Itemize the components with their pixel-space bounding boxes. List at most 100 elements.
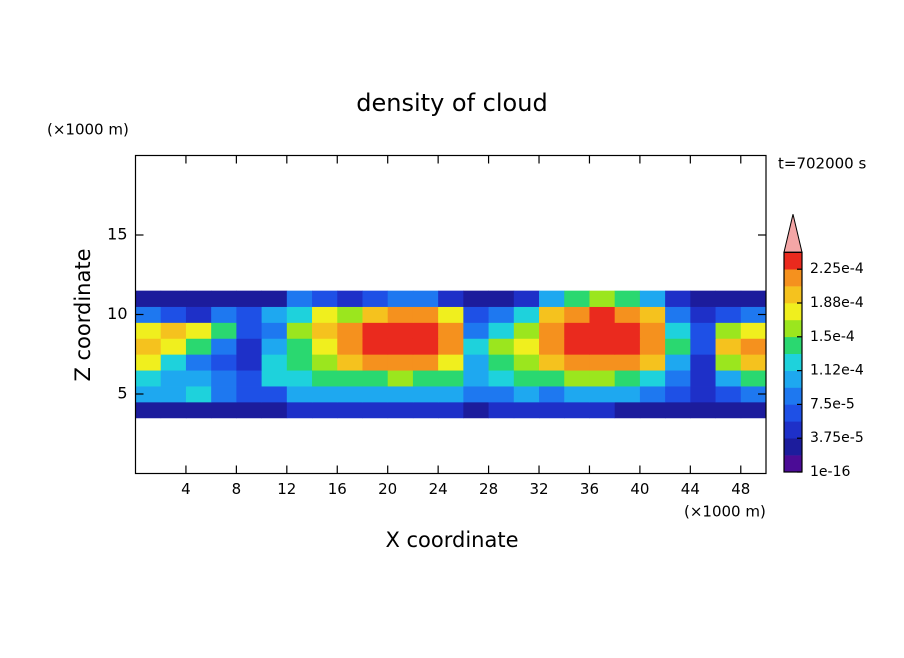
contour-cell — [412, 338, 439, 355]
contour-cell — [185, 290, 212, 307]
contour-cell — [665, 370, 691, 387]
contour-cell — [564, 401, 590, 419]
contour-cell — [740, 322, 767, 339]
contour-cell — [488, 386, 515, 403]
contour-cell — [362, 322, 389, 339]
contour-cell — [740, 290, 767, 307]
contour-cell — [690, 354, 716, 371]
contour-cell — [185, 338, 212, 355]
contour-cell — [286, 401, 313, 419]
contour-cell — [463, 322, 489, 339]
contour-cell — [539, 386, 565, 403]
contour-cell — [387, 354, 414, 371]
contour-cell — [261, 401, 288, 419]
contour-cell — [236, 290, 262, 307]
contour-cell — [614, 401, 641, 419]
contour-cell — [639, 306, 666, 323]
contour-cell — [387, 306, 414, 323]
contour-cell — [539, 338, 565, 355]
contour-cell — [513, 370, 540, 387]
x-tick-label: 48 — [731, 480, 750, 498]
contour-cell — [665, 354, 691, 371]
contour-cell — [261, 306, 288, 323]
contour-cell — [236, 306, 262, 323]
contour-cell — [135, 338, 162, 355]
contour-cell — [312, 354, 338, 371]
contour-cell — [286, 338, 313, 355]
x-tick-label: 40 — [630, 480, 649, 498]
colorbar-band — [784, 421, 802, 439]
contour-cell — [564, 354, 590, 371]
contour-cell — [639, 370, 666, 387]
contour-cell — [539, 370, 565, 387]
contour-cell — [236, 322, 262, 339]
contour-cell — [185, 386, 212, 403]
contour-cell — [564, 370, 590, 387]
contour-cell — [463, 338, 489, 355]
contour-cell — [463, 306, 489, 323]
contour-cell — [639, 386, 666, 403]
contour-cell — [185, 354, 212, 371]
colorbar-tick-label: 2.25e-4 — [810, 261, 864, 277]
contour-cell — [211, 290, 237, 307]
colorbar-band — [784, 404, 802, 422]
contour-cell — [513, 322, 540, 339]
x-tick-label: 44 — [681, 480, 700, 498]
contour-cell — [185, 322, 212, 339]
contour-cell — [539, 354, 565, 371]
contour-cell — [160, 322, 187, 339]
contour-cell — [665, 306, 691, 323]
contour-cell — [160, 354, 187, 371]
contour-cell — [589, 322, 616, 339]
contour-cell — [690, 401, 716, 419]
contour-cell — [488, 370, 515, 387]
contour-cell — [438, 306, 464, 323]
colorbar-band — [784, 370, 802, 388]
contour-cell — [589, 370, 616, 387]
contour-cell — [614, 306, 641, 323]
contour-cell — [740, 338, 767, 355]
colorbar-band — [784, 252, 802, 270]
contour-cell — [740, 401, 767, 419]
contour-cell — [614, 354, 641, 371]
contour-cell — [236, 370, 262, 387]
contour-cell — [614, 386, 641, 403]
contour-cell — [715, 322, 742, 339]
contour-cell — [387, 290, 414, 307]
contour-cell — [135, 370, 162, 387]
contour-cell — [715, 338, 742, 355]
colorbar-extension — [783, 214, 803, 253]
contour-cell — [211, 386, 237, 403]
contour-cell — [286, 322, 313, 339]
contour-cell — [564, 386, 590, 403]
contour-cell — [312, 401, 338, 419]
contour-cell — [160, 290, 187, 307]
contour-cell — [312, 370, 338, 387]
contour-cell — [438, 322, 464, 339]
contour-cell — [387, 386, 414, 403]
y-tick-label: 15 — [107, 225, 127, 244]
colorbar-band — [784, 303, 802, 321]
contour-cell — [715, 306, 742, 323]
contour-cell — [211, 401, 237, 419]
y-axis-title: Z coordinate — [71, 248, 95, 381]
contour-cell — [513, 306, 540, 323]
contour-cell — [185, 306, 212, 323]
colorbar-tick-label: 3.75e-5 — [810, 430, 864, 446]
y-tick-label: 10 — [107, 304, 127, 323]
contour-cell — [690, 338, 716, 355]
contour-cell — [362, 290, 389, 307]
contour-cell — [160, 401, 187, 419]
contour-cell — [412, 401, 439, 419]
contour-cell — [412, 322, 439, 339]
contour-cell — [715, 354, 742, 371]
contour-cell — [740, 370, 767, 387]
contour-cell — [614, 322, 641, 339]
x-tick-label: 8 — [232, 480, 242, 498]
contour-cell — [337, 322, 363, 339]
contour-cell — [160, 370, 187, 387]
contour-cell — [513, 354, 540, 371]
contour-cell — [312, 338, 338, 355]
contour-cell — [362, 370, 389, 387]
contour-cell — [312, 386, 338, 403]
